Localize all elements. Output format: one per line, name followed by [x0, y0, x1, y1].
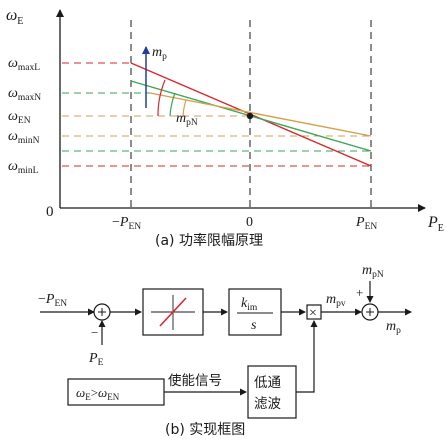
mpn-input-label: mpN — [362, 263, 384, 280]
slope-arc-tan — [182, 99, 187, 117]
input-pen-label: −PEN — [38, 292, 67, 309]
filter-label-1: 低通 — [254, 375, 281, 391]
ki-denominator: s — [251, 318, 257, 333]
origin-label: 0 — [46, 204, 54, 220]
x-axis-label: PE — [427, 214, 444, 234]
output-mp-label: mp — [386, 319, 401, 336]
slope-arc-green — [169, 92, 176, 117]
integrator-block — [228, 288, 282, 336]
y-label-list: ωmaxL ωmaxN ωEN ωminN ωminL — [8, 56, 41, 176]
filter-label-2: 滤波 — [254, 396, 281, 412]
lowpass-filter-block — [247, 365, 297, 419]
y-label-wmaxL: ωmaxL — [8, 56, 40, 73]
y-label-wEN: ωEN — [8, 109, 31, 126]
x-tick-zero: 0 — [246, 215, 253, 230]
feedback-pe-label: PE — [88, 351, 104, 368]
y-label-wmaxN: ωmaxN — [8, 86, 41, 103]
caption-b: (b) 实现框图 — [165, 422, 245, 438]
feedback-minus: − — [91, 325, 98, 340]
plus-sign: + — [356, 285, 363, 300]
panel-a: ωE PE 0 ωmaxL ωmaxN ωEN ωminN ωminL — [6, 7, 444, 249]
condition-block — [67, 378, 165, 406]
x-tick-neg-pen: −PEN — [112, 215, 141, 232]
mpv-label: mpv — [326, 292, 346, 309]
filter-to-multiplier — [296, 320, 318, 393]
condition-text: ωE>ωEN — [76, 385, 120, 402]
mp-label: mp — [152, 45, 167, 62]
operating-point — [246, 112, 254, 120]
x-tick-pos-pen: PEN — [355, 215, 377, 232]
droop-line-tan — [149, 92, 372, 137]
caption-a: (a) 功率限幅原理 — [155, 232, 263, 249]
mpn-label: mpN — [176, 111, 198, 128]
multiplier-symbol: × — [309, 306, 317, 321]
slope-arc-red — [157, 79, 166, 117]
panel-b: −PEN − PE kim s × mpv mpN — [38, 263, 412, 438]
enable-signal-label: 使能信号 — [168, 372, 222, 389]
limiter-curve — [159, 297, 187, 327]
y-axis-label: ωE — [6, 7, 23, 27]
y-label-wminN: ωminN — [8, 129, 40, 146]
y-label-wminL: ωminL — [8, 159, 39, 176]
ki-numerator: kim — [241, 296, 258, 313]
